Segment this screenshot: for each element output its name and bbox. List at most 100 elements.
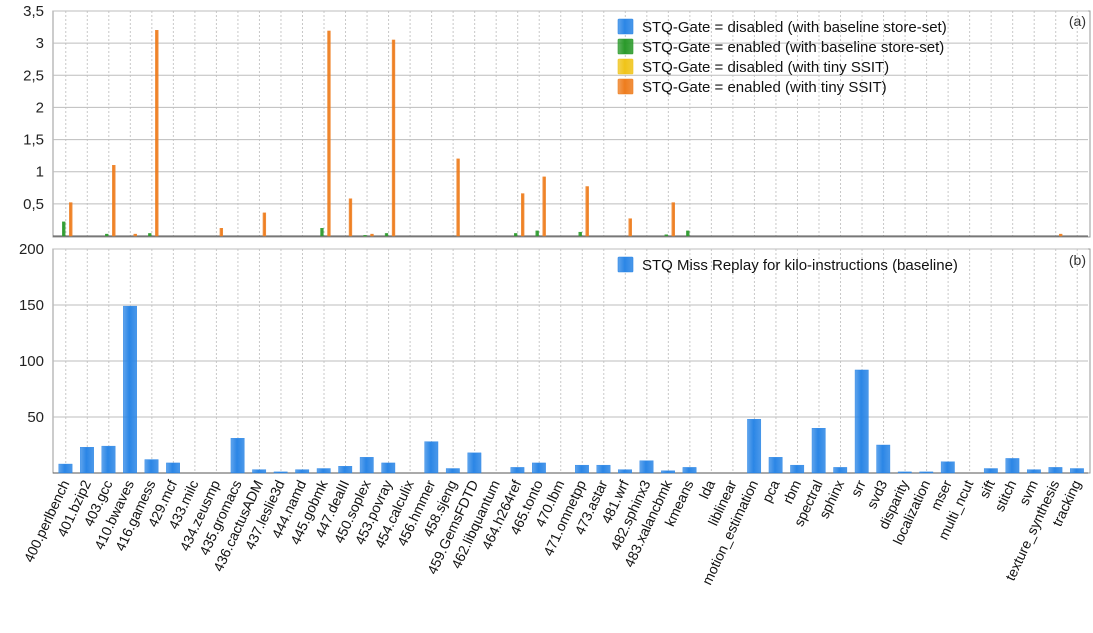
bar-b-s0-445.gobmk (316, 468, 331, 474)
x-tick-label: lda (696, 477, 718, 501)
y-tick-label: 0,5 (23, 196, 44, 213)
bar-b-s0-pca (768, 457, 783, 474)
y-tick-label: 150 (19, 297, 44, 314)
bar-b-s0-458.sjeng (445, 468, 460, 474)
bar-a-s3-458.sjeng (456, 158, 460, 237)
bar-b-s0-447.dealII (338, 466, 353, 474)
bar-a-s3-400.perlbench (69, 202, 73, 237)
bar-a-s3-481.wrf (628, 218, 632, 237)
legend-swatch (617, 58, 634, 75)
panel-b-grid (53, 248, 1088, 474)
bar-a-s3-465.tonto (542, 176, 546, 237)
bar-b-s0-srr (854, 369, 869, 474)
bar-b-s0-svd3 (876, 444, 891, 474)
bar-a-s3-445.gobmk (327, 30, 331, 237)
bar-b-s0-spectral (811, 428, 826, 474)
bar-b-s0-471.omnetpp (575, 464, 589, 474)
legend-swatch (617, 256, 634, 273)
bar-b-s0-motion_estimation (747, 419, 762, 474)
panel-b: 50 100 150 200 (b) STQ Miss Replay for kilo… (19, 241, 1091, 474)
y-tick-label: 1,5 (23, 132, 44, 149)
bar-a-s1-450.soplex (363, 235, 367, 237)
bar-b-s0-453.povray (381, 462, 396, 474)
y-tick-label: 2,5 (23, 67, 44, 84)
bar-b-s0-svm (1026, 469, 1041, 474)
y-tick-label: 200 (19, 241, 44, 258)
y-tick-label: 1 (36, 164, 44, 181)
bar-a-s3-464.h264ref (521, 193, 525, 237)
bar-b-s0-465.tonto (532, 462, 546, 474)
y-tick-label: 100 (19, 353, 44, 370)
bar-a-s3-436.cactusADM (262, 212, 267, 237)
bar-a-s3-416.gamess (155, 30, 159, 237)
bar-b-s0-473.astar (596, 464, 611, 474)
x-tick-label: stitch (991, 478, 1019, 514)
legend-entry-label: STQ-Gate = disabled (with tiny SSIT) (642, 59, 889, 76)
bar-a-s1-465.tonto (535, 230, 539, 237)
panel-a-legend: STQ-Gate = disabled (with baseline store… (617, 18, 947, 96)
bar-a-s3-410.bwaves (133, 233, 137, 237)
bar-b-s0-435.gromacs (230, 438, 245, 474)
bar-a-s1-471.omnetpp (578, 231, 582, 237)
bar-a-s3-403.gcc (112, 165, 116, 237)
bar-a-s1-453.povray (384, 233, 389, 237)
bar-b-s0-mser (940, 461, 955, 474)
bar-a-s1-400.perlbench (62, 221, 66, 237)
legend-entry-label: STQ Miss Replay for kilo-instructions (b… (642, 257, 958, 274)
x-tick-label: pca (759, 477, 783, 504)
legend-swatch (617, 18, 634, 35)
panel-a-grid (53, 10, 1088, 237)
bar-b-s0-tracking (1070, 468, 1084, 474)
x-tick-label: sift (976, 477, 998, 500)
panel-a-bars (62, 30, 1063, 237)
bar-b-s0-450.soplex (359, 457, 374, 474)
bar-a-s1-403.gcc (105, 233, 109, 237)
bar-b-s0-410.bwaves (123, 305, 137, 474)
bar-a-s3-483.xalancbmk (671, 202, 675, 237)
panel-a: 0,5 1 1,5 2 2,5 3 3,5 (a) STQ-Gate = disabled … (23, 3, 1091, 238)
y-tick-label: 3 (36, 35, 44, 52)
bar-b-s0-482.sphinx3 (639, 460, 654, 474)
panel-b-tag: (b) (1069, 252, 1086, 268)
bar-a-s1-483.xalancbmk (664, 234, 668, 237)
bar-b-s0-kmeans (682, 467, 697, 474)
bar-b-s0-400.perlbench (58, 463, 73, 474)
bar-b-s0-texture_synthesis (1048, 467, 1063, 474)
panel-b-legend: STQ Miss Replay for kilo-instructions (b… (617, 256, 958, 274)
bar-b-s0-rbm (790, 464, 805, 474)
bar-b-s0-sift (983, 468, 998, 474)
panel-b-y-ticks: 50 100 150 200 (19, 241, 44, 426)
bar-b-s0-437.leslie3d (273, 471, 288, 474)
bar-b-s0-403.gcc (101, 445, 116, 474)
bar-a-s3-450.soplex (370, 233, 374, 237)
bar-a-s3-471.omnetpp (585, 186, 589, 237)
y-tick-label: 2 (36, 99, 44, 116)
bar-b-s0-sphinx (833, 467, 848, 474)
bar-b-s0-localization (919, 471, 934, 474)
panel-a-tag: (a) (1069, 13, 1086, 29)
bar-b-s0-483.xalancbmk (661, 470, 675, 474)
bar-a-s1-kmeans (686, 230, 690, 237)
x-tick-label: srr (847, 477, 869, 499)
bar-b-s0-481.wrf (618, 469, 632, 474)
bar-b-s0-429.mcf (166, 462, 180, 474)
bar-b-s0-444.namd (295, 469, 310, 474)
panel-a-y-ticks: 0,5 1 1,5 2 2,5 3 3,5 (23, 3, 44, 213)
bar-a-s3-447.dealII (348, 198, 353, 237)
bar-a-s3-453.povray (391, 39, 396, 237)
panel-b-bars (58, 305, 1084, 474)
bar-a-s1-464.h264ref (514, 233, 518, 237)
legend-swatch (617, 78, 634, 95)
bar-a-s3-texture_synthesis (1059, 233, 1063, 237)
bar-b-s0-416.gamess (144, 459, 159, 474)
bar-b-s0-401.bzip2 (80, 447, 94, 474)
bar-b-s0-464.h264ref (510, 467, 525, 474)
bar-a-s3-434.zeusmp (219, 228, 224, 237)
legend-swatch (617, 38, 634, 55)
bar-b-s0-disparity (897, 471, 912, 474)
legend-entry-label: STQ-Gate = enabled (with tiny SSIT) (642, 79, 887, 96)
bar-b-s0-459.GemsFDTD (467, 452, 482, 474)
bar-a-s1-416.gamess (148, 233, 152, 237)
y-tick-label: 50 (27, 409, 44, 426)
